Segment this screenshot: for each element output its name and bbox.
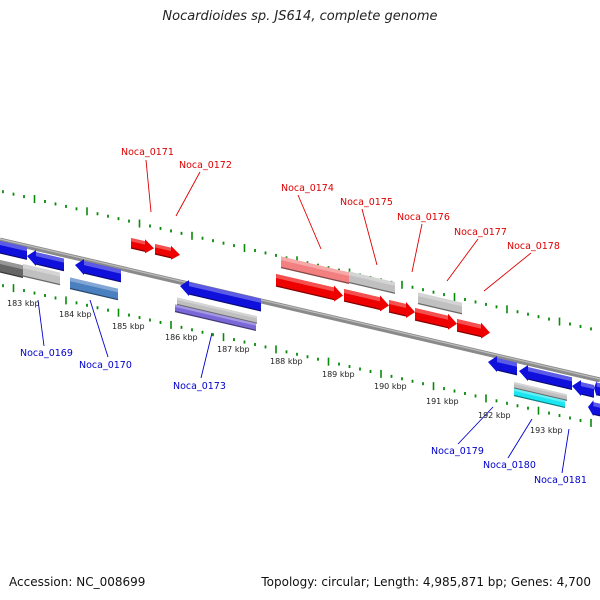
gene-right-edge[interactable] bbox=[594, 380, 600, 397]
gene-noca-0175[interactable] bbox=[275, 274, 343, 302]
gene-noca-0173b[interactable] bbox=[180, 280, 262, 312]
reverse-gene-leader bbox=[561, 428, 570, 474]
label-leaders bbox=[37, 159, 570, 474]
forward-gene-leader bbox=[483, 252, 532, 292]
gene-noca-0178[interactable] bbox=[456, 319, 490, 339]
forward-gene-leader bbox=[446, 238, 479, 282]
gene-noca-0181[interactable] bbox=[588, 400, 600, 417]
reverse-gene-label[interactable]: Noca_0179 bbox=[431, 446, 484, 457]
kbp-label: 187 kbp bbox=[217, 345, 250, 354]
gene-noca-0180[interactable] bbox=[513, 388, 566, 408]
kbp-labels: 183 kbp 184 kbp 185 kbp 186 kbp 187 kbp 188 k… bbox=[7, 299, 563, 435]
gene-noca-0173-bar[interactable] bbox=[176, 297, 258, 324]
gene-noca-0179[interactable] bbox=[488, 356, 518, 376]
gene-noca-0181b[interactable] bbox=[572, 380, 595, 398]
map-title: Nocardioides sp. JS614, complete genome bbox=[162, 9, 438, 24]
lower-tick-track bbox=[2, 284, 592, 427]
forward-gene-label[interactable]: Noca_0172 bbox=[179, 160, 232, 171]
gene-noca-0180b[interactable] bbox=[519, 365, 573, 390]
forward-gene-label[interactable]: Noca_0171 bbox=[121, 147, 174, 158]
gene-noca-0175-bar[interactable] bbox=[348, 271, 396, 294]
gene-noca-0174[interactable] bbox=[280, 256, 350, 284]
upper-tick-track bbox=[2, 190, 592, 331]
kbp-label: 184 kbp bbox=[59, 310, 92, 319]
gene-noca-0177-bar[interactable] bbox=[417, 292, 463, 315]
kbp-label: 189 kbp bbox=[322, 370, 355, 379]
reverse-gene-label[interactable]: Noca_0169 bbox=[20, 348, 73, 359]
gene-noca-0170[interactable] bbox=[69, 277, 119, 301]
gene-noca-0171[interactable] bbox=[130, 238, 154, 254]
reverse-gene-label[interactable]: Noca_0180 bbox=[483, 460, 536, 471]
gene-noca-0173[interactable] bbox=[174, 304, 257, 331]
kbp-label: 183 kbp bbox=[7, 299, 40, 308]
gene-noca-0180-bar[interactable] bbox=[513, 382, 568, 401]
gene-noca-0172[interactable] bbox=[154, 244, 180, 260]
gene-noca-0176[interactable] bbox=[343, 289, 389, 312]
genome-backbone-highlight bbox=[0, 238, 600, 380]
kbp-label: 185 kbp bbox=[112, 322, 145, 331]
gene-features bbox=[0, 238, 600, 417]
forward-gene-leader bbox=[297, 194, 322, 250]
kbp-label: 193 kbp bbox=[530, 426, 563, 435]
gene-noca-0170b[interactable] bbox=[75, 259, 122, 283]
reverse-gene-label[interactable]: Noca_0181 bbox=[534, 475, 587, 486]
gene-noca-0169-bar[interactable] bbox=[22, 264, 61, 286]
forward-gene-label[interactable]: Noca_0178 bbox=[507, 241, 560, 252]
reverse-gene-leader bbox=[457, 406, 494, 445]
accession-text: Accession: NC_008699 bbox=[9, 575, 146, 589]
reverse-gene-leader bbox=[200, 332, 213, 379]
reverse-gene-leader bbox=[89, 299, 109, 358]
kbp-label: 190 kbp bbox=[374, 382, 407, 391]
gene-noca-0176b[interactable] bbox=[388, 300, 415, 318]
forward-gene-label[interactable]: Noca_0174 bbox=[281, 183, 334, 194]
gene-labels: Noca_0171 Noca_0172 Noca_0174 Noca_0175 Noca… bbox=[20, 147, 587, 486]
kbp-label: 191 kbp bbox=[426, 397, 459, 406]
kbp-label: 188 kbp bbox=[270, 357, 303, 366]
reverse-gene-label[interactable]: Noca_0170 bbox=[79, 360, 132, 371]
forward-gene-label[interactable]: Noca_0177 bbox=[454, 227, 507, 238]
reverse-gene-label[interactable]: Noca_0173 bbox=[173, 381, 226, 392]
forward-gene-label[interactable]: Noca_0176 bbox=[397, 212, 450, 223]
gene-noca-0177[interactable] bbox=[414, 308, 457, 330]
reverse-gene-leader bbox=[37, 299, 45, 347]
forward-gene-leader bbox=[175, 171, 201, 217]
forward-gene-leader bbox=[361, 208, 378, 266]
forward-gene-leader bbox=[145, 159, 152, 213]
forward-gene-label[interactable]: Noca_0175 bbox=[340, 197, 393, 208]
genome-backbone bbox=[0, 237, 600, 383]
gene-noca-0168[interactable] bbox=[27, 250, 65, 272]
kbp-label: 192 kbp bbox=[478, 411, 511, 420]
gene-left-gray[interactable] bbox=[0, 260, 24, 278]
topology-text: Topology: circular; Length: 4,985,871 bp… bbox=[261, 575, 591, 589]
forward-gene-leader bbox=[411, 223, 423, 273]
gene-left-edge[interactable] bbox=[0, 241, 28, 260]
kbp-label: 186 kbp bbox=[165, 333, 198, 342]
reverse-gene-leader bbox=[507, 418, 533, 459]
